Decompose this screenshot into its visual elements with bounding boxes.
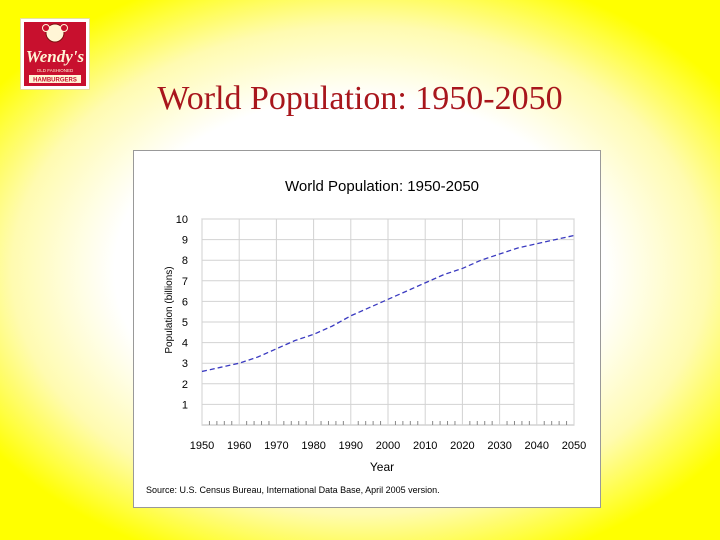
line-layer	[201, 234, 575, 373]
x-tick-label: 2050	[562, 440, 586, 452]
y-tick-label: 8	[182, 255, 188, 267]
x-tick-label: 1950	[190, 440, 214, 452]
y-tick-label: 9	[182, 235, 188, 247]
x-tick-label: 2030	[487, 440, 511, 452]
slide-title: World Population: 1950-2050	[157, 80, 563, 117]
y-tick-label: 4	[182, 338, 188, 350]
x-tick-label: 2040	[525, 440, 549, 452]
chart-title: World Population: 1950-2050	[285, 178, 479, 195]
wendys-logo-graphic: Wendy's OLD FASHIONED HAMBURGERS	[24, 22, 86, 86]
y-tick-label: 7	[182, 276, 188, 288]
x-tick-label: 2010	[413, 440, 437, 452]
tick-layer: 1950 1960 1970 1980 1990 2000 2010 2020 2030 2040…	[176, 214, 586, 452]
x-tick-label: 2000	[376, 440, 400, 452]
y-tick-label: 3	[182, 358, 188, 370]
grid-layer	[201, 218, 575, 426]
y-tick-label: 1	[182, 399, 188, 411]
x-tick-label: 2020	[450, 440, 474, 452]
logo-wordmark: Wendy's	[26, 47, 85, 66]
x-tick-label: 1970	[264, 440, 288, 452]
y-tick-label: 6	[182, 296, 188, 308]
y-axis-label: Population (billions)	[164, 266, 175, 353]
population-series-line	[201, 234, 575, 373]
logo-pigtail-left	[42, 24, 50, 32]
logo-product: HAMBURGERS	[33, 78, 77, 84]
y-tick-label: 10	[176, 214, 188, 226]
wendys-logo: Wendy's OLD FASHIONED HAMBURGERS	[20, 18, 90, 90]
chart-source: Source: U.S. Census Bureau, Internationa…	[146, 485, 440, 495]
chart-canvas: World Population: 1950-2050 Year Populat…	[146, 178, 586, 495]
logo-banner	[29, 75, 81, 83]
x-tick-label: 1960	[227, 440, 251, 452]
y-tick-label: 5	[182, 317, 188, 329]
y-tick-label: 2	[182, 379, 188, 391]
x-tick-label: 1980	[301, 440, 325, 452]
logo-tagline: OLD FASHIONED	[37, 68, 74, 73]
population-chart: World Population: 1950-2050 Year Populat…	[133, 150, 601, 508]
x-axis-label: Year	[370, 460, 394, 474]
x-tick-label: 1990	[339, 440, 363, 452]
logo-pigtail-right	[60, 24, 68, 32]
logo-girl-face	[45, 23, 65, 43]
